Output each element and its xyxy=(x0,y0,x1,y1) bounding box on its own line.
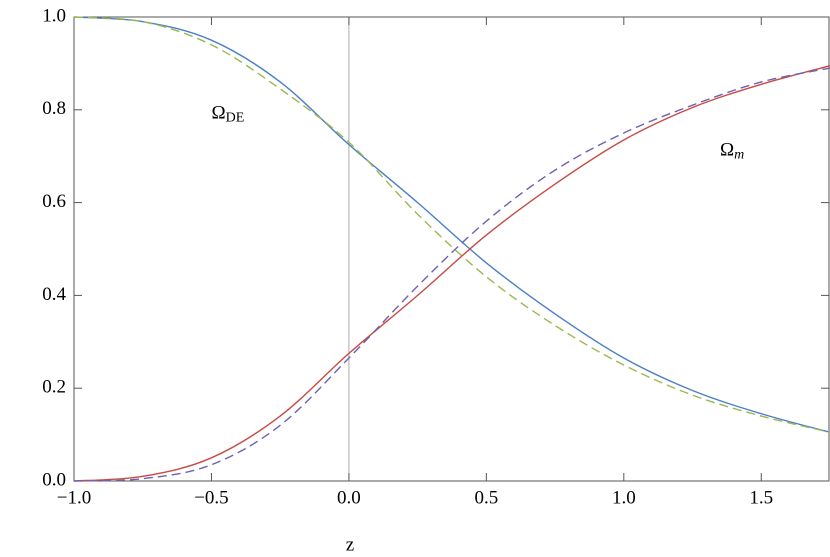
series-line xyxy=(73,67,830,482)
annotation: ΩDE xyxy=(211,103,244,126)
annotation-symbol: Ω xyxy=(211,103,225,124)
y-tick-label: 0.4 xyxy=(42,284,66,305)
annotation: Ωm xyxy=(720,140,744,163)
y-tick-label: 0.0 xyxy=(42,469,66,490)
series-line xyxy=(73,16,830,433)
y-tick-label: 0.2 xyxy=(42,377,66,398)
x-tick-label: −0.5 xyxy=(194,487,228,508)
x-tick-label: 1.5 xyxy=(749,487,773,508)
x-tick-label: −1.0 xyxy=(57,487,91,508)
plot-frame xyxy=(73,16,830,482)
annotation-subscript: DE xyxy=(226,111,245,126)
y-tick-label: 0.6 xyxy=(42,191,66,212)
x-tick-label: 0.0 xyxy=(337,487,361,508)
y-tick-label: 0.8 xyxy=(42,98,66,119)
series-line xyxy=(73,65,830,482)
series-line xyxy=(73,16,830,433)
x-tick-label: 1.0 xyxy=(612,487,636,508)
y-tick-label: 1.0 xyxy=(42,5,66,26)
x-tick-label: 0.5 xyxy=(474,487,498,508)
annotation-symbol: Ω xyxy=(720,140,734,161)
annotation-subscript: m xyxy=(734,148,744,163)
x-axis-label: z xyxy=(346,534,354,555)
